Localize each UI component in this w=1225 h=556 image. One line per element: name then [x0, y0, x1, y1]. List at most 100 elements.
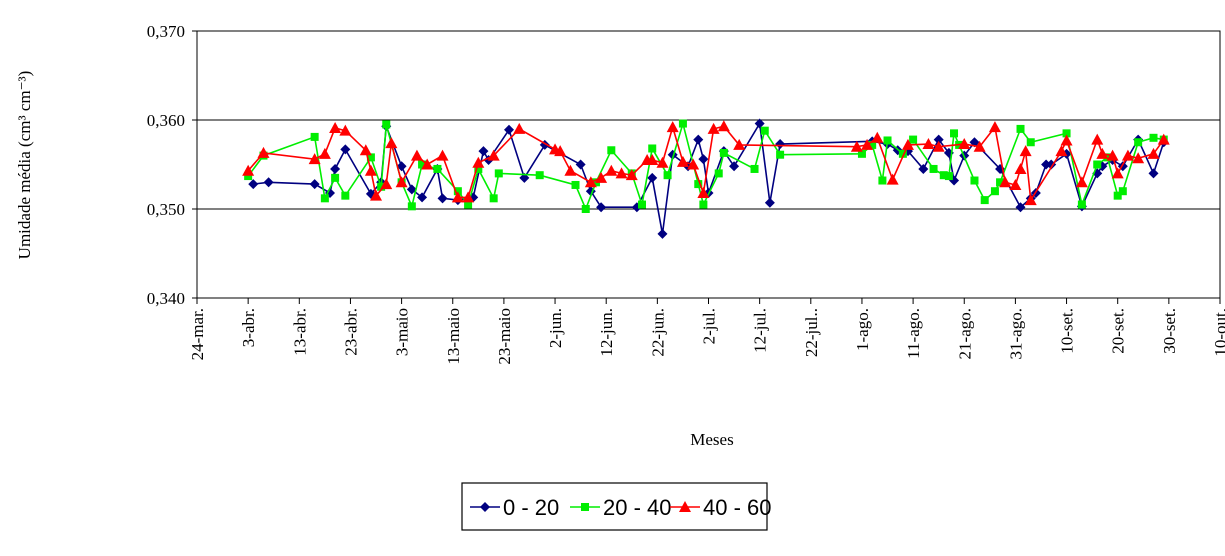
x-tick-label: 3-maio — [393, 308, 412, 356]
point-marker — [584, 176, 597, 188]
point-marker — [451, 191, 464, 203]
point-marker — [487, 149, 500, 161]
point-marker — [504, 124, 515, 135]
x-tick-label: 10-set. — [1058, 308, 1077, 354]
x-tick-label: 23-maio — [495, 308, 514, 365]
point-marker — [472, 156, 485, 168]
point-marker — [564, 164, 577, 176]
point-marker — [647, 172, 658, 183]
point-marker — [678, 119, 687, 128]
point-marker — [320, 194, 329, 203]
point-marker — [244, 172, 253, 181]
point-marker — [1019, 145, 1032, 157]
y-tick-label: 0,340 — [147, 289, 185, 308]
point-marker — [340, 144, 351, 155]
point-marker — [939, 171, 948, 180]
point-marker — [329, 122, 342, 134]
point-marker — [1041, 159, 1052, 170]
point-marker — [1014, 162, 1027, 174]
point-marker — [407, 202, 416, 211]
legend-label: 20 - 40 — [603, 495, 672, 520]
x-tick-label: 30-set. — [1160, 308, 1179, 354]
point-marker — [1024, 194, 1037, 206]
point-marker — [433, 164, 442, 173]
point-marker — [699, 200, 708, 209]
y-tick-label: 0,350 — [147, 200, 185, 219]
point-marker — [1093, 160, 1102, 169]
point-marker — [596, 202, 607, 213]
point-marker — [679, 501, 691, 512]
point-marker — [453, 187, 462, 196]
point-marker — [554, 145, 567, 157]
point-marker — [339, 124, 352, 136]
point-marker — [625, 169, 638, 181]
point-marker — [377, 182, 386, 191]
point-marker — [464, 200, 473, 209]
point-marker — [1016, 124, 1025, 133]
x-tick-label: 13-maio — [444, 308, 463, 365]
point-marker — [1106, 149, 1119, 161]
point-marker — [850, 140, 863, 152]
point-marker — [309, 179, 320, 190]
point-marker — [595, 171, 608, 183]
point-marker — [1157, 133, 1170, 145]
point-marker — [970, 176, 979, 185]
point-marker — [308, 153, 321, 165]
point-marker — [729, 161, 740, 172]
point-marker — [480, 502, 490, 512]
x-tick-label: 2-jun. — [546, 308, 565, 348]
point-marker — [1009, 178, 1022, 190]
point-marker — [257, 146, 270, 158]
point-marker — [648, 144, 657, 153]
point-marker — [861, 138, 874, 150]
point-marker — [581, 503, 589, 511]
point-marker — [750, 164, 759, 173]
point-marker — [1147, 147, 1160, 159]
point-marker — [571, 180, 580, 189]
point-marker — [370, 189, 383, 201]
point-marker — [1118, 187, 1127, 196]
point-marker — [535, 171, 544, 180]
x-tick-label: 10-out. — [1211, 308, 1225, 357]
series-line — [247, 124, 1165, 203]
point-marker — [1077, 200, 1086, 209]
x-tick-label: 23-abr. — [341, 308, 360, 356]
point-marker — [764, 197, 775, 208]
point-marker — [909, 135, 918, 144]
point-marker — [605, 164, 618, 176]
point-marker — [331, 173, 340, 182]
point-marker — [364, 164, 377, 176]
point-marker — [436, 149, 449, 161]
point-marker — [437, 193, 448, 204]
point-marker — [581, 205, 590, 213]
point-marker — [776, 150, 785, 159]
point-marker — [341, 191, 350, 200]
point-marker — [615, 167, 628, 179]
point-marker — [1121, 149, 1134, 161]
point-marker — [694, 180, 703, 189]
point-marker — [406, 184, 417, 195]
point-marker — [646, 154, 659, 166]
legend-box — [461, 482, 768, 531]
legend-label: 40 - 60 — [703, 495, 772, 520]
x-tick-label: 22-jun. — [648, 308, 667, 357]
point-marker — [478, 146, 489, 157]
point-marker — [687, 158, 700, 170]
x-tick-label: 24-mar. — [188, 308, 207, 360]
point-marker — [656, 156, 669, 168]
point-marker — [714, 169, 723, 178]
x-tick-label: 22-jul.. — [802, 308, 821, 357]
point-marker — [1091, 133, 1104, 145]
point-marker — [330, 163, 341, 174]
point-marker — [717, 120, 730, 132]
point-marker — [676, 155, 689, 167]
point-marker — [417, 192, 428, 203]
point-marker — [922, 138, 935, 150]
point-marker — [883, 136, 892, 145]
y-tick-label: 0,360 — [147, 111, 185, 130]
y-axis-title: Umidade média (cm³ cm⁻³) — [15, 71, 34, 260]
point-marker — [1111, 167, 1124, 179]
point-marker — [707, 122, 720, 134]
point-marker — [950, 129, 959, 138]
point-marker — [1113, 191, 1122, 200]
